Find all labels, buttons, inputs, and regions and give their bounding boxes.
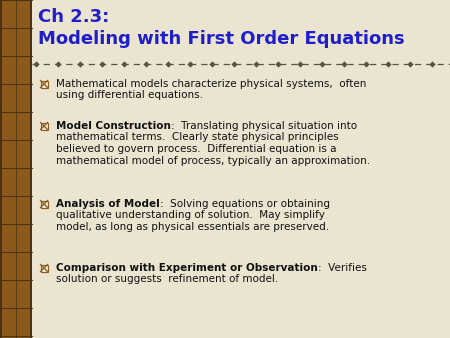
Text: mathematical model of process, typically an approximation.: mathematical model of process, typically… xyxy=(56,155,370,166)
Bar xyxy=(40,80,48,88)
Bar xyxy=(40,265,48,271)
Text: model, as long as physical essentials are preserved.: model, as long as physical essentials ar… xyxy=(56,222,329,232)
Text: Comparison with Experiment or Observation: Comparison with Experiment or Observatio… xyxy=(56,263,318,273)
Text: :  Verifies: : Verifies xyxy=(318,263,367,273)
Text: mathematical terms.  Clearly state physical principles: mathematical terms. Clearly state physic… xyxy=(56,132,338,143)
Bar xyxy=(40,200,48,208)
Text: believed to govern process.  Differential equation is a: believed to govern process. Differential… xyxy=(56,144,337,154)
Text: Ch 2.3:: Ch 2.3: xyxy=(38,8,109,26)
Text: qualitative understanding of solution.  May simplify: qualitative understanding of solution. M… xyxy=(56,211,325,220)
Text: :  Translating physical situation into: : Translating physical situation into xyxy=(171,121,357,131)
Text: Mathematical models characterize physical systems,  often: Mathematical models characterize physica… xyxy=(56,79,366,89)
Text: Modeling with First Order Equations: Modeling with First Order Equations xyxy=(38,30,405,48)
Bar xyxy=(0,0,32,338)
Text: using differential equations.: using differential equations. xyxy=(56,91,203,100)
Text: :  Solving equations or obtaining: : Solving equations or obtaining xyxy=(160,199,330,209)
Text: Analysis of Model: Analysis of Model xyxy=(56,199,160,209)
Text: solution or suggests  refinement of model.: solution or suggests refinement of model… xyxy=(56,274,278,285)
Text: Model Construction: Model Construction xyxy=(56,121,171,131)
Bar xyxy=(40,122,48,129)
Bar xyxy=(30,0,32,338)
Bar xyxy=(0,0,2,338)
